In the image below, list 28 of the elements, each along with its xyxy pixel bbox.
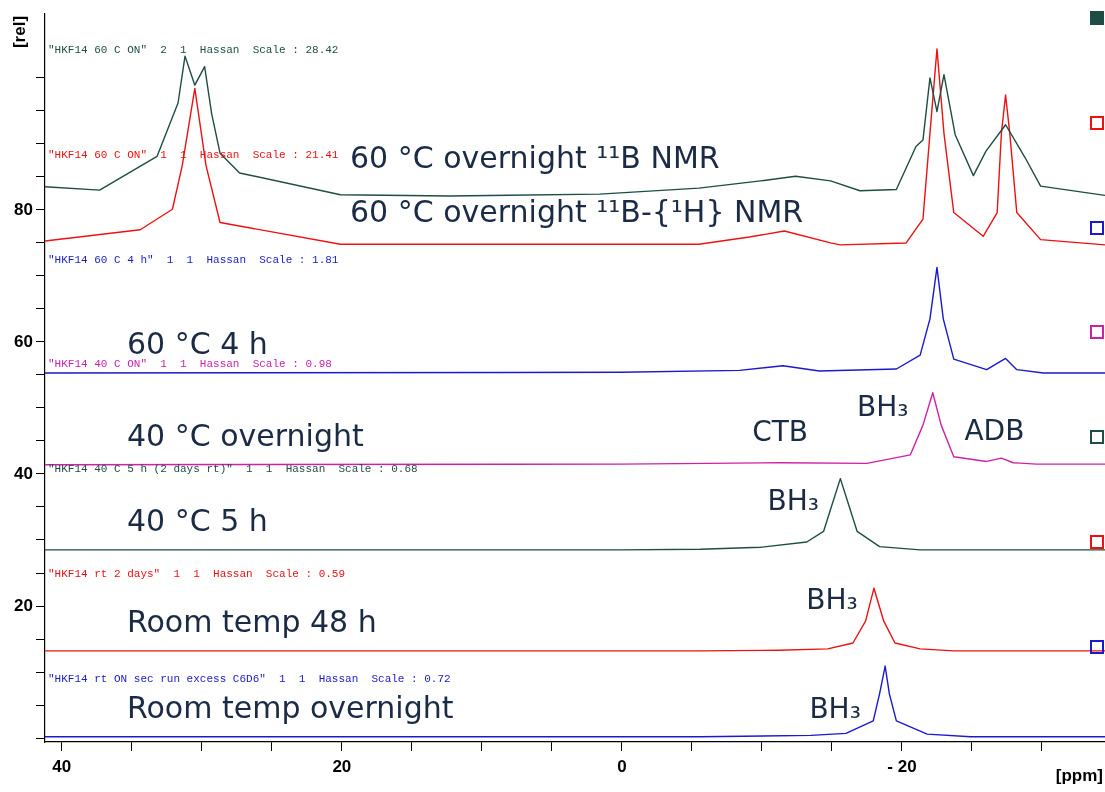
series-label: 60 °C overnight ¹¹B-{¹H} NMR (350, 193, 804, 229)
y-axis-title: [rel] (9, 15, 29, 49)
annotation: CTB (752, 415, 809, 449)
annotation: "HKF14 60 C 4 h" 1 1 Hassan Scale : 1.81 (48, 253, 339, 266)
annotation: ADB (964, 414, 1025, 448)
series-label: 40 °C overnight (127, 417, 364, 453)
y-tick-label: 60 (14, 331, 33, 351)
x-tick-label: 0 (617, 756, 627, 776)
series-label: 40 °C 5 h (127, 502, 268, 538)
x-axis-title: [ppm] (1055, 765, 1103, 785)
series-label: Room temp 48 h (127, 603, 377, 639)
annotation: BH₃ (767, 483, 820, 517)
x-tick-label: 40 (52, 756, 72, 776)
annotation: BH₃ (809, 692, 861, 726)
annotation: "HKF14 rt ON sec run excess C6D6" 1 1 Hassan Scale : 0.72 (48, 672, 451, 685)
annotation: "HKF14 60 C ON" 2 1 Hassan Scale : 28.42 (48, 43, 339, 56)
annotation: "HKF14 40 C 5 h (2 days rt)" 1 1 Hassan Scale : 0.68 (48, 463, 418, 476)
series-label: 60 °C overnight ¹¹B NMR (350, 139, 720, 175)
y-tick-label: 80 (14, 199, 33, 219)
x-tick-label: - 20 (887, 756, 917, 776)
x-tick-label: 20 (332, 756, 352, 776)
series-label: Room temp overnight (127, 689, 454, 725)
y-tick-label: 20 (14, 595, 33, 615)
y-tick-label: 40 (14, 463, 33, 483)
annotation: "HKF14 rt 2 days" 1 1 Hassan Scale : 0.59 (48, 567, 346, 580)
annotation: BH₃ (806, 583, 858, 617)
annotation: "HKF14 40 C ON" 1 1 Hassan Scale : 0.98 (48, 358, 332, 371)
annotation: BH₃ (857, 390, 909, 424)
